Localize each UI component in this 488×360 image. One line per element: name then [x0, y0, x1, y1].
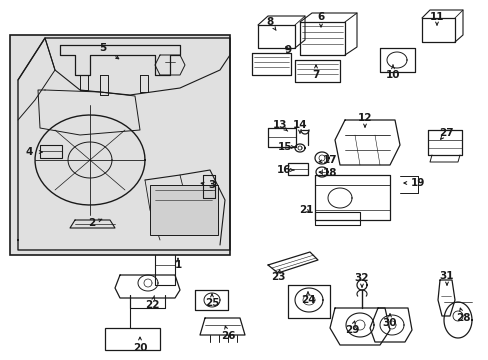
Text: 6: 6: [317, 12, 324, 22]
Text: 4: 4: [25, 147, 33, 157]
Text: 2: 2: [88, 218, 96, 228]
Text: 22: 22: [144, 300, 159, 310]
Text: 14: 14: [292, 120, 306, 130]
Text: 19: 19: [410, 178, 425, 188]
Text: 20: 20: [132, 343, 147, 353]
Text: 21: 21: [298, 205, 313, 215]
Text: 9: 9: [284, 45, 291, 55]
Text: 29: 29: [344, 325, 359, 335]
Text: 28: 28: [455, 313, 469, 323]
Text: 18: 18: [322, 168, 337, 178]
Text: 24: 24: [300, 295, 315, 305]
Text: 8: 8: [266, 17, 273, 27]
Text: 3: 3: [208, 180, 215, 190]
Text: 10: 10: [385, 70, 400, 80]
Text: 13: 13: [272, 120, 286, 130]
Text: 32: 32: [354, 273, 368, 283]
Text: 16: 16: [276, 165, 291, 175]
Text: 15: 15: [277, 142, 292, 152]
Text: 27: 27: [438, 128, 452, 138]
Bar: [150, 185, 218, 235]
Text: 11: 11: [429, 12, 443, 22]
Text: 7: 7: [312, 70, 319, 80]
Bar: [40, 145, 62, 158]
Bar: [287, 163, 307, 175]
Text: 30: 30: [382, 318, 396, 328]
Bar: [105, 328, 160, 350]
Text: 26: 26: [220, 331, 235, 341]
Text: 12: 12: [357, 113, 371, 123]
Bar: [10, 35, 229, 255]
Text: 1: 1: [174, 260, 181, 270]
Text: 25: 25: [204, 298, 219, 308]
Text: 17: 17: [322, 155, 337, 165]
Text: 5: 5: [99, 43, 106, 53]
Text: 31: 31: [439, 271, 453, 281]
Text: 23: 23: [270, 272, 285, 282]
